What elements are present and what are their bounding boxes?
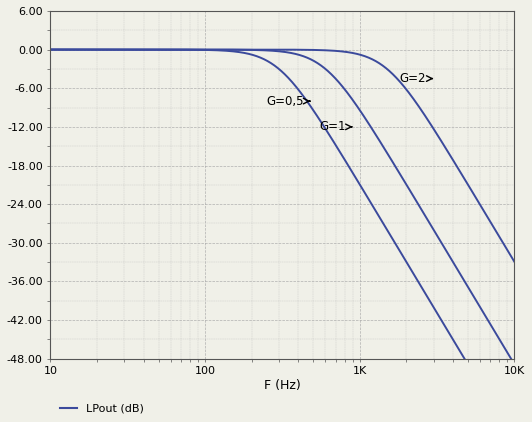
- Legend: LPout (dB): LPout (dB): [56, 399, 148, 418]
- Text: G=2: G=2: [399, 72, 432, 85]
- Text: G=1: G=1: [320, 120, 352, 133]
- X-axis label: F (Hz): F (Hz): [264, 379, 301, 392]
- Text: G=0,5: G=0,5: [267, 95, 310, 108]
